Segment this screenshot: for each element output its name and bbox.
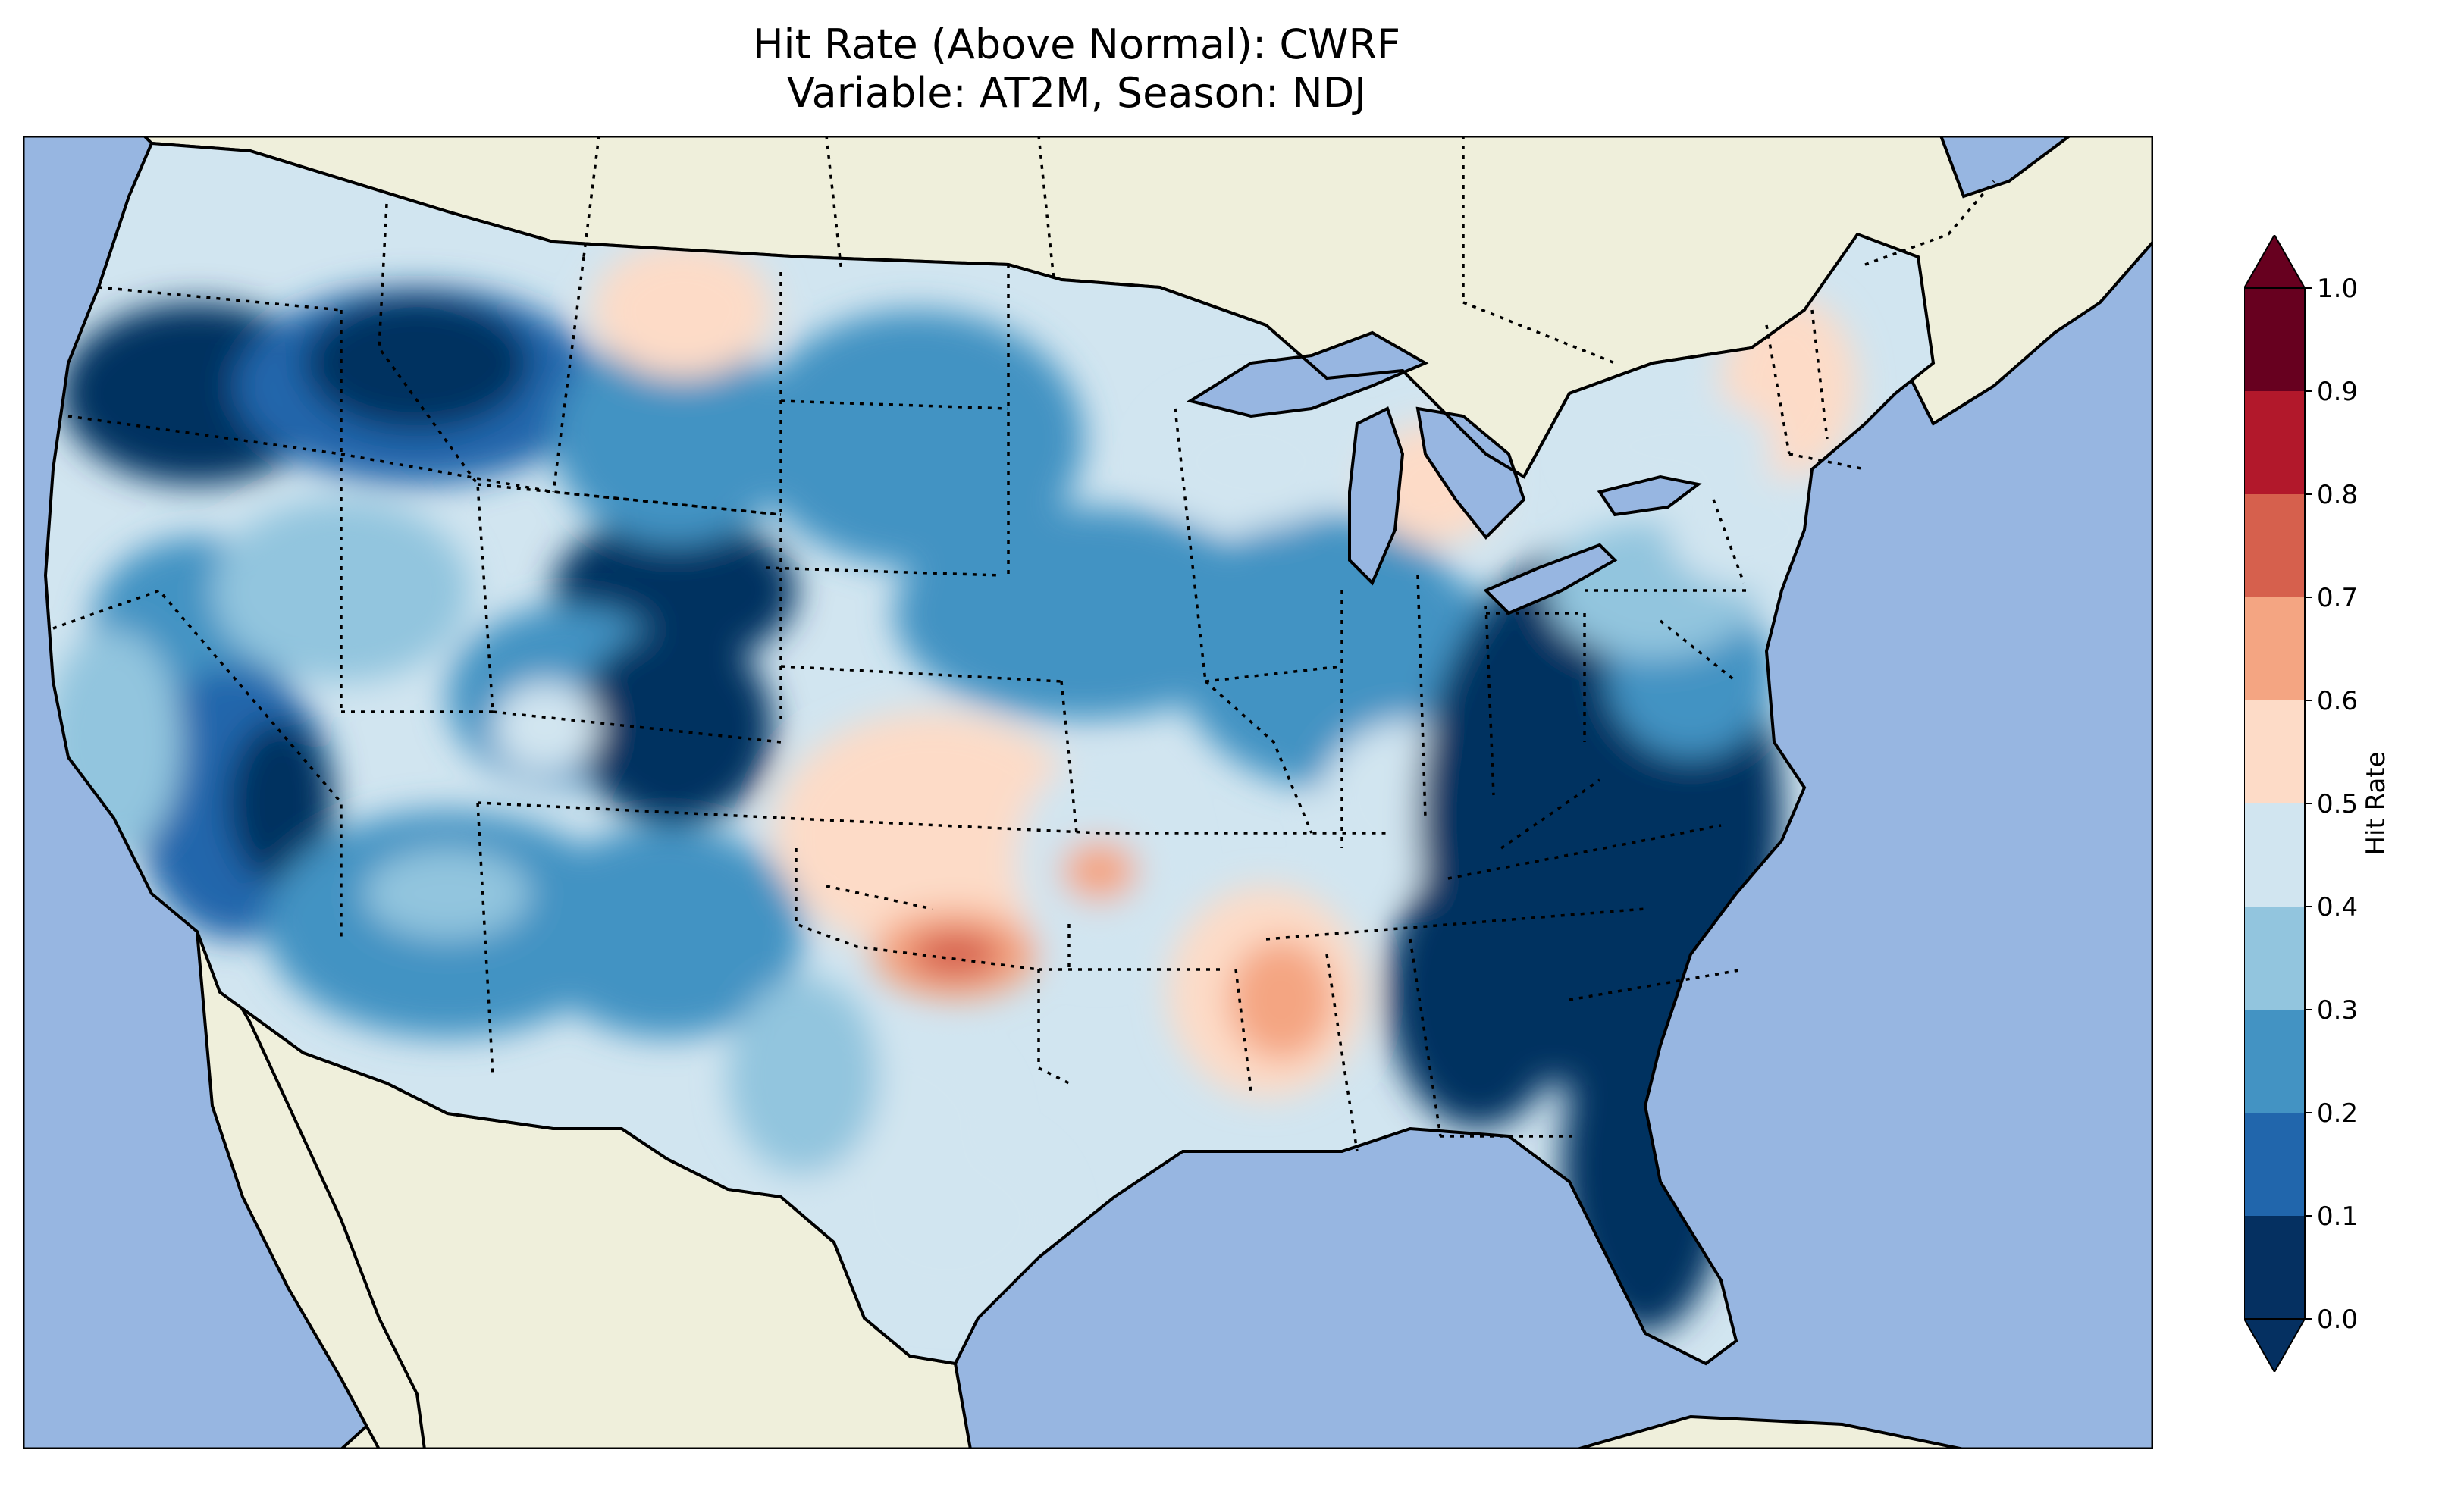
colorbar-tick-label: 0.6 [2317,686,2358,716]
international-borders [582,136,1995,365]
baja-peninsula [196,930,427,1449]
colorbar-band [2244,700,2305,803]
lake-superior [1186,330,1429,418]
cuba-land [1576,1414,1964,1449]
colorbar-band [2244,1010,2305,1113]
colorbar-tick-label: 0.1 [2317,1201,2358,1232]
colorbar-tick-label: 0.4 [2317,892,2358,922]
colorbar-label: Hit Rate [2361,751,2391,855]
colorbar-tick-label: 0.7 [2317,583,2358,613]
great-lakes [1186,330,1702,615]
colorbar: 0.0 0.1 0.2 0.3 0.4 0.5 0.6 0.7 0.8 0.9 1.0 Hit Ra… [2244,235,2391,1372]
colorbar-ticks: 0.0 0.1 0.2 0.3 0.4 0.5 0.6 0.7 0.8 0.9 1.0 [2305,274,2358,1335]
colorbar-band [2244,597,2305,700]
colorbar-band [2244,1216,2305,1319]
lake-michigan [1348,406,1405,586]
colorbar-over-triangle [2244,235,2306,289]
lake-ontario [1597,475,1702,517]
colorbar-band [2244,803,2305,907]
chart-subtitle: Variable: AT2M, Season: NDJ [786,69,1367,117]
map-border [23,136,2153,1449]
colorbar-tick-label: 0.0 [2317,1305,2358,1335]
colorbar-under-triangle [2244,1318,2306,1372]
colorbar-tick-label: 1.0 [2317,274,2358,304]
colorbar-tick-label: 0.5 [2317,789,2358,819]
state-borders [52,203,1866,1152]
colorbar-tick-label: 0.3 [2317,995,2358,1026]
map-panel [23,136,2153,1449]
colorbar-bands [2244,288,2305,1319]
colorbar-tick-label: 0.2 [2317,1098,2358,1129]
colorbar-band [2244,288,2305,391]
chart-title: Hit Rate (Above Normal): CWRF [752,20,1401,68]
colorbar-band [2244,391,2305,494]
colorbar-tick-label: 0.8 [2317,480,2358,510]
colorbar-tick-label: 0.9 [2317,377,2358,407]
colorbar-band [2244,907,2305,1010]
lake-huron [1415,406,1526,540]
colorbar-band [2244,494,2305,597]
colorbar-band [2244,1113,2305,1216]
